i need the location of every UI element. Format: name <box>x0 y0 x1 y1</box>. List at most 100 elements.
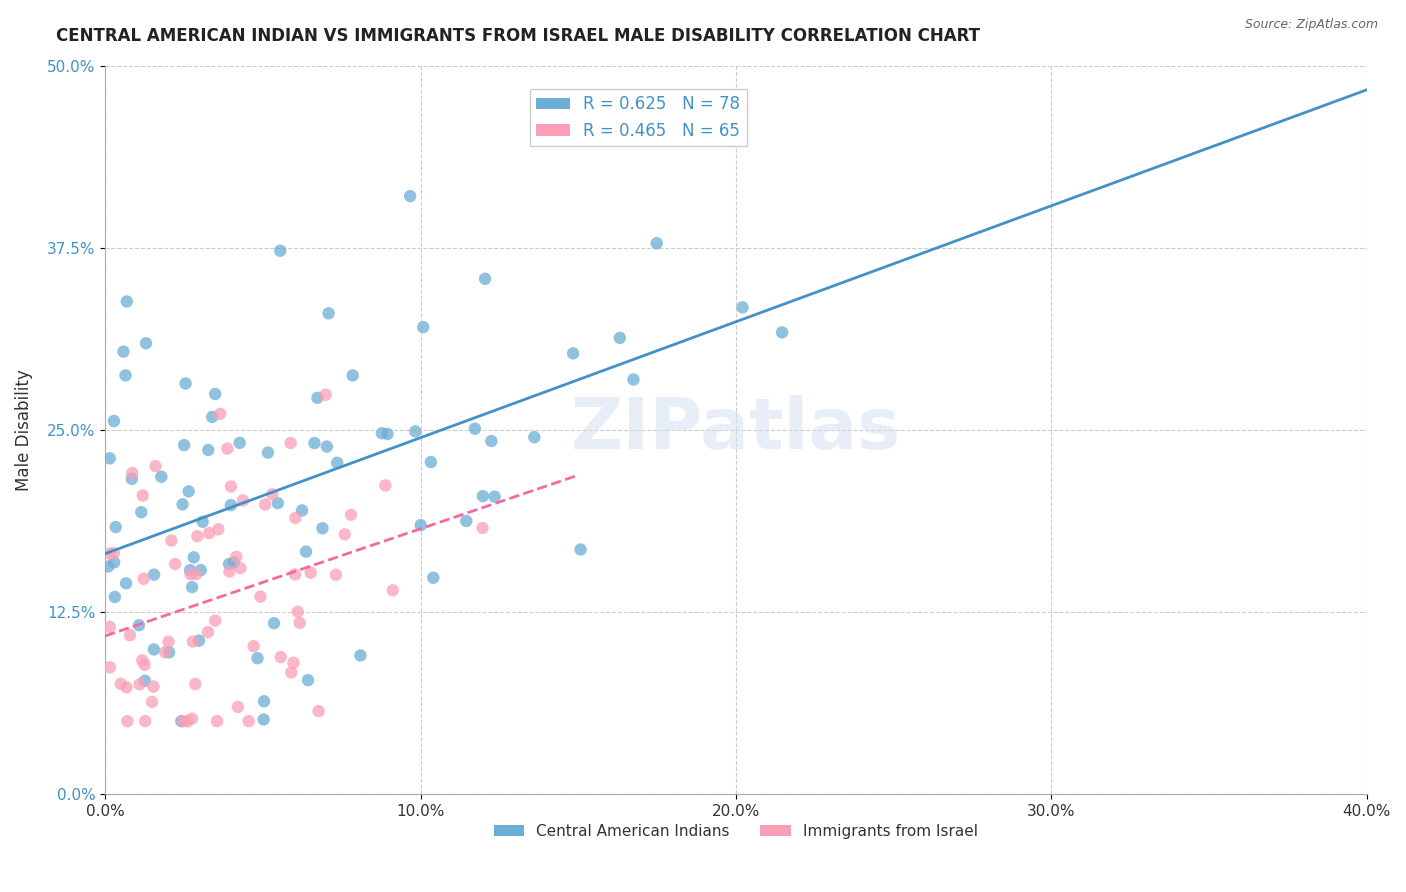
Point <box>172 497 194 511</box>
Point <box>262 487 284 501</box>
Point <box>219 479 242 493</box>
Point <box>377 426 399 441</box>
Point <box>204 614 226 628</box>
Point <box>252 713 274 727</box>
Point <box>284 567 307 582</box>
Point <box>98 620 121 634</box>
Legend: Central American Indians, Immigrants from Israel: Central American Indians, Immigrants fro… <box>488 817 984 845</box>
Point <box>731 301 754 315</box>
Point <box>287 605 309 619</box>
Point <box>177 714 200 728</box>
Point <box>218 557 240 571</box>
Point <box>333 527 356 541</box>
Point <box>288 615 311 630</box>
Point <box>238 714 260 728</box>
Point <box>128 618 150 632</box>
Point <box>1063 25 1085 39</box>
Point <box>311 521 333 535</box>
Text: ZIPatlas: ZIPatlas <box>571 395 901 465</box>
Point <box>280 436 302 450</box>
Point <box>623 372 645 386</box>
Point <box>145 459 167 474</box>
Point <box>142 642 165 657</box>
Point <box>609 331 631 345</box>
Point <box>181 580 204 594</box>
Point <box>299 566 322 580</box>
Point <box>103 546 125 560</box>
Point <box>269 244 291 258</box>
Point <box>131 653 153 667</box>
Point <box>104 590 127 604</box>
Point <box>318 306 340 320</box>
Point <box>177 484 200 499</box>
Point <box>349 648 371 663</box>
Point <box>471 521 494 535</box>
Point <box>143 567 166 582</box>
Point <box>115 681 138 695</box>
Point <box>226 700 249 714</box>
Point <box>179 563 201 577</box>
Point <box>464 422 486 436</box>
Point <box>291 503 314 517</box>
Point <box>180 567 202 582</box>
Point <box>110 677 132 691</box>
Point <box>114 368 136 383</box>
Point <box>412 320 434 334</box>
Point <box>183 550 205 565</box>
Point <box>325 567 347 582</box>
Point <box>204 387 226 401</box>
Point <box>409 518 432 533</box>
Point <box>188 633 211 648</box>
Point <box>121 472 143 486</box>
Point <box>134 714 156 728</box>
Text: Source: ZipAtlas.com: Source: ZipAtlas.com <box>1244 18 1378 31</box>
Point <box>209 407 232 421</box>
Point <box>381 583 404 598</box>
Point <box>315 440 337 454</box>
Point <box>198 526 221 541</box>
Point <box>523 430 546 444</box>
Point <box>141 695 163 709</box>
Point <box>219 498 242 512</box>
Point <box>254 498 277 512</box>
Point <box>207 522 229 536</box>
Point <box>474 272 496 286</box>
Point <box>181 712 204 726</box>
Point <box>160 533 183 548</box>
Point <box>569 542 592 557</box>
Point <box>257 445 280 459</box>
Point <box>134 657 156 672</box>
Point <box>270 650 292 665</box>
Point <box>165 557 187 571</box>
Point <box>135 336 157 351</box>
Point <box>770 326 793 340</box>
Point <box>456 514 478 528</box>
Point <box>197 443 219 458</box>
Point <box>191 515 214 529</box>
Point <box>326 456 349 470</box>
Point <box>121 466 143 480</box>
Point <box>249 590 271 604</box>
Point <box>283 656 305 670</box>
Point <box>562 346 585 360</box>
Point <box>246 651 269 665</box>
Point <box>225 549 247 564</box>
Point <box>118 628 141 642</box>
Point <box>484 490 506 504</box>
Point <box>98 660 121 674</box>
Point <box>190 563 212 577</box>
Point <box>315 387 337 401</box>
Point <box>242 639 264 653</box>
Point <box>184 567 207 582</box>
Point <box>205 714 228 728</box>
Point <box>471 489 494 503</box>
Point <box>217 442 239 456</box>
Point <box>132 572 155 586</box>
Point <box>284 511 307 525</box>
Point <box>117 714 139 728</box>
Point <box>97 559 120 574</box>
Point <box>103 556 125 570</box>
Point <box>174 376 197 391</box>
Point <box>134 673 156 688</box>
Point <box>103 414 125 428</box>
